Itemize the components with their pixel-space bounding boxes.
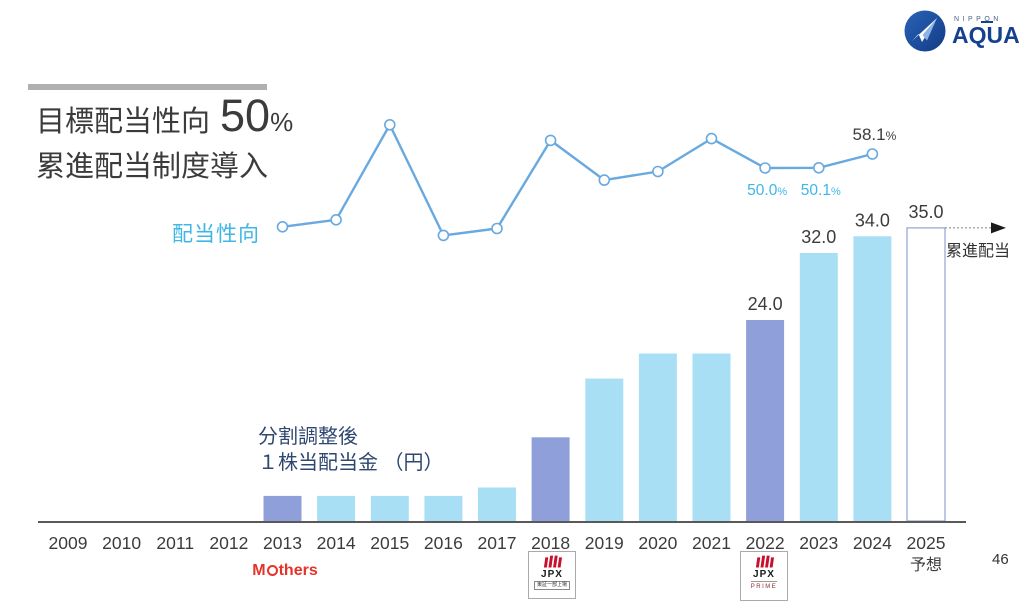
dividend-bar-2015 [370, 495, 409, 521]
dividend-bar-2024 [853, 236, 892, 522]
payout-ratio-series-label: 配当性向 [172, 223, 260, 246]
bar-value-label-2025: 35.0 [908, 202, 943, 222]
x-tick-2012: 2012 [209, 533, 248, 553]
payout-ratio-line [282, 123, 873, 237]
payout-ratio-marker [491, 222, 503, 235]
progressive-arrow-head-icon [991, 222, 1006, 234]
dividend-bar-2023 [799, 253, 838, 521]
x-tick-2020: 2020 [638, 533, 677, 553]
x-tick-2013: 2013 [263, 533, 302, 553]
payout-ratio-label-2024: 58.1% [852, 125, 896, 144]
x-tick-2022: 2022 [746, 533, 785, 553]
payout-ratio-marker [383, 119, 396, 131]
page-title: 目標配当性向 50% 累進配当制度導入 [36, 92, 293, 187]
dividend-bar-2019 [585, 378, 624, 521]
jpx-label: JPX [753, 569, 775, 580]
jpx-prime-label: PRIME [750, 581, 778, 591]
bar-value-label-2024: 34.0 [855, 210, 890, 230]
company-logo: NIPPON AQUA [903, 9, 1020, 53]
jpx-prime-logo: JPX PRIME [740, 551, 788, 601]
mothers-prefix: M [252, 562, 266, 579]
x-tick-2021: 2021 [692, 533, 731, 553]
brand-name-top: NIPPON [954, 15, 1002, 23]
jpx-bars-icon [755, 555, 775, 568]
payout-ratio-marker [812, 162, 825, 174]
payout-ratio-marker [652, 165, 664, 178]
brand-text: NIPPON AQUA [952, 16, 1020, 47]
dividend-series-label-line2: １株当配当金 （円） [258, 452, 444, 474]
payout-ratio-marker [544, 134, 557, 147]
dividend-bar-2014 [317, 495, 356, 521]
dividend-bar-2013 [263, 495, 302, 521]
title-line1: 目標配当性向 50% [36, 92, 293, 146]
x-tick-2011: 2011 [156, 533, 194, 553]
dividend-bar-2018 [531, 437, 570, 522]
aqua-logo-icon [904, 10, 946, 52]
payout-ratio-marker [598, 174, 611, 186]
bar-value-label-2022: 24.0 [748, 294, 783, 314]
dividend-bar-2017 [478, 487, 516, 521]
x-tick-2025: 2025 [907, 533, 946, 553]
payout-ratio-marker [759, 162, 771, 174]
title-target-value: 50 [220, 90, 271, 141]
x-tick-2014: 2014 [317, 533, 356, 553]
dividend-series-label: 分割調整後 １株当配当金 （円） [258, 424, 444, 476]
x-tick-2023: 2023 [799, 533, 838, 553]
payout-ratio-marker [866, 148, 879, 160]
title-percent-sign: % [270, 107, 294, 137]
x-tick-2016: 2016 [424, 533, 463, 553]
title-accent-bar [28, 84, 267, 90]
dividend-bar-2021 [692, 353, 731, 521]
jpx-label: JPX [541, 569, 563, 580]
jpx-bars-icon [543, 555, 563, 568]
brand-name-bottom: AQUA [952, 20, 1020, 48]
jpx-first-section-label: 東証一部上場 [533, 581, 570, 590]
x-tick-2019: 2019 [585, 533, 624, 553]
progressive-dividend-label: 累進配当 [946, 243, 1011, 260]
dividend-bar-2016 [424, 495, 463, 521]
dividend-series-label-line1: 分割調整後 [258, 426, 358, 448]
jpx-first-section-logo: JPX 東証一部上場 [528, 551, 576, 599]
title-line1-prefix: 目標配当性向 [36, 106, 211, 138]
x-tick-2015: 2015 [370, 533, 409, 553]
x-tick-2009: 2009 [49, 533, 88, 553]
payout-ratio-marker [437, 229, 450, 242]
x-tick-2024: 2024 [853, 533, 892, 553]
dividend-bar-2025 [906, 227, 946, 522]
forecast-note: 予想 [910, 556, 942, 574]
mothers-suffix: thers [278, 562, 318, 579]
x-tick-2017: 2017 [478, 533, 517, 553]
payout-ratio-marker [330, 214, 342, 226]
dividend-bar-2022 [746, 320, 785, 521]
mothers-o-icon [266, 565, 278, 576]
payout-ratio-label-2022: 50.0% [747, 182, 787, 199]
bar-value-label-2023: 32.0 [801, 227, 836, 247]
payout-ratio-label-2023: 50.1% [801, 182, 841, 199]
dividend-bar-2020 [638, 353, 677, 521]
x-tick-2018: 2018 [531, 533, 570, 553]
x-tick-2010: 2010 [102, 533, 141, 553]
title-line2: 累進配当制度導入 [36, 151, 269, 183]
payout-ratio-marker [705, 132, 718, 145]
page-number: 46 [992, 551, 1009, 568]
payout-ratio-marker [276, 221, 289, 233]
